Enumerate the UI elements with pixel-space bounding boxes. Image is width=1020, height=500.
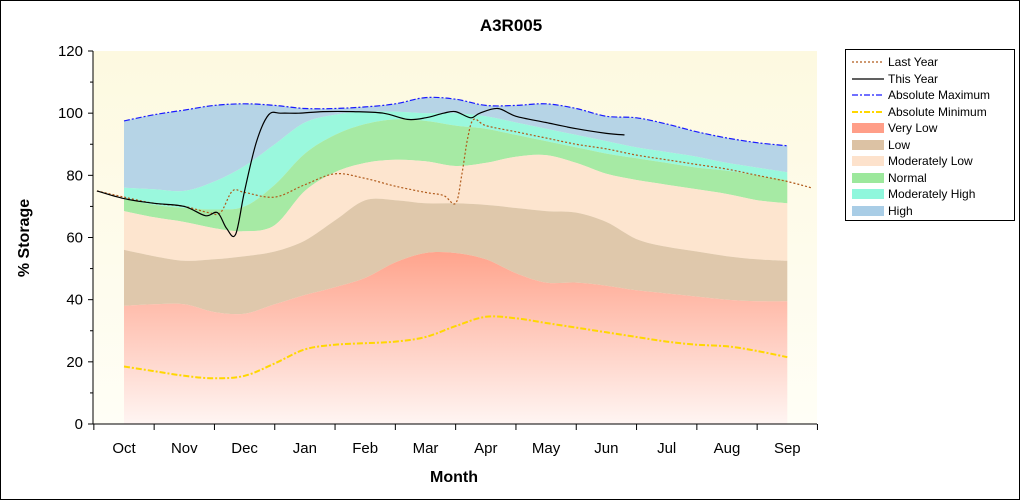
- legend-item: Normal: [846, 170, 1014, 186]
- legend-item: Absolute Maximum: [846, 87, 1014, 103]
- x-tick-label: May: [532, 440, 561, 457]
- legend-item: Low: [846, 137, 1014, 153]
- band-moderately-high: [124, 111, 788, 210]
- legend-label: Last Year: [888, 55, 939, 69]
- legend-item: Absolute Minimum: [846, 104, 1014, 120]
- x-tick-label: Oct: [112, 440, 136, 457]
- chart-legend: Last Year This Year Absolute Maximum Absolu…: [845, 49, 1015, 221]
- y-tick-label: 80: [66, 167, 83, 184]
- legend-swatch: [852, 205, 884, 216]
- band-normal: [124, 119, 788, 232]
- x-tick-label: Dec: [231, 440, 258, 457]
- chart-title: A3R005: [480, 16, 542, 35]
- legend-swatch: [852, 94, 884, 96]
- legend-label: Absolute Minimum: [888, 104, 987, 119]
- band-very-low: [124, 252, 788, 424]
- legend-label: Absolute Maximum: [888, 88, 991, 102]
- legend-swatch: [852, 139, 884, 150]
- y-tick-label: 100: [58, 105, 83, 122]
- x-tick-label: Sep: [774, 440, 801, 457]
- legend-label: This Year: [888, 71, 939, 86]
- legend-label: High: [888, 203, 913, 218]
- legend-label: Moderately High: [888, 187, 976, 201]
- legend-swatch: [852, 123, 884, 133]
- legend-item: Moderately Low: [846, 153, 1014, 169]
- legend-swatch: [852, 110, 884, 113]
- band-low: [124, 198, 788, 315]
- legend-item: High: [846, 203, 1014, 219]
- series-line-absolute-maximum: [123, 96, 788, 147]
- x-tick-label: Apr: [474, 440, 497, 457]
- legend-label: Moderately Low: [888, 154, 973, 168]
- legend-swatch: [852, 77, 884, 80]
- series-line-absolute-minimum: [123, 315, 788, 380]
- legend-item: Very Low: [846, 120, 1014, 136]
- y-tick-label: 60: [66, 230, 83, 247]
- x-tick-label: Mar: [413, 440, 439, 457]
- x-tick-label: Jun: [594, 440, 618, 457]
- legend-item: Last Year: [846, 54, 1014, 70]
- legend-label: Low: [888, 137, 911, 152]
- x-tick-label: Jul: [657, 440, 676, 457]
- series-line-this-year: [96, 107, 625, 238]
- band-high: [124, 97, 788, 192]
- y-tick-label: 120: [58, 43, 83, 60]
- legend-swatch: [852, 172, 884, 183]
- y-axis-label: % Storage: [16, 199, 33, 277]
- x-tick-label: Aug: [714, 440, 741, 457]
- x-axis-label: Month: [430, 469, 478, 486]
- legend-label: Very Low: [888, 121, 938, 135]
- legend-label: Normal: [888, 170, 927, 185]
- y-tick-label: 20: [66, 354, 83, 371]
- legend-item: This Year: [846, 71, 1014, 87]
- x-tick-label: Feb: [352, 440, 378, 457]
- y-tick-label: 0: [75, 416, 83, 433]
- legend-swatch: [852, 156, 884, 166]
- legend-item: Moderately High: [846, 186, 1014, 202]
- x-tick-label: Nov: [171, 440, 198, 457]
- legend-swatch: [852, 61, 884, 63]
- band-moderately-low: [124, 154, 788, 261]
- x-tick-label: Jan: [293, 440, 317, 457]
- y-tick-label: 40: [66, 292, 83, 309]
- legend-swatch: [852, 189, 884, 199]
